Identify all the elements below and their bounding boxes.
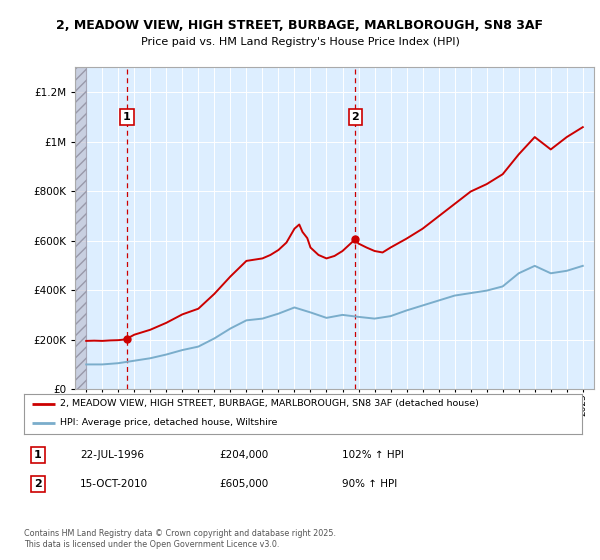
Text: 90% ↑ HPI: 90% ↑ HPI	[342, 479, 397, 489]
Bar	[75, 67, 86, 389]
Text: 2: 2	[34, 479, 42, 489]
Text: 102% ↑ HPI: 102% ↑ HPI	[342, 450, 404, 460]
Text: 2, MEADOW VIEW, HIGH STREET, BURBAGE, MARLBOROUGH, SN8 3AF (detached house): 2, MEADOW VIEW, HIGH STREET, BURBAGE, MA…	[60, 399, 479, 408]
Text: 2: 2	[351, 112, 359, 122]
Text: Contains HM Land Registry data © Crown copyright and database right 2025.
This d: Contains HM Land Registry data © Crown c…	[24, 529, 336, 549]
Text: 1: 1	[34, 450, 42, 460]
Text: 2, MEADOW VIEW, HIGH STREET, BURBAGE, MARLBOROUGH, SN8 3AF: 2, MEADOW VIEW, HIGH STREET, BURBAGE, MA…	[56, 18, 544, 32]
Text: 1: 1	[123, 112, 131, 122]
Text: HPI: Average price, detached house, Wiltshire: HPI: Average price, detached house, Wilt…	[60, 418, 278, 427]
Text: 22-JUL-1996: 22-JUL-1996	[80, 450, 144, 460]
Text: £605,000: £605,000	[220, 479, 269, 489]
Bar	[75, 67, 86, 389]
Text: £204,000: £204,000	[220, 450, 269, 460]
Text: 15-OCT-2010: 15-OCT-2010	[80, 479, 148, 489]
Text: Price paid vs. HM Land Registry's House Price Index (HPI): Price paid vs. HM Land Registry's House …	[140, 37, 460, 47]
